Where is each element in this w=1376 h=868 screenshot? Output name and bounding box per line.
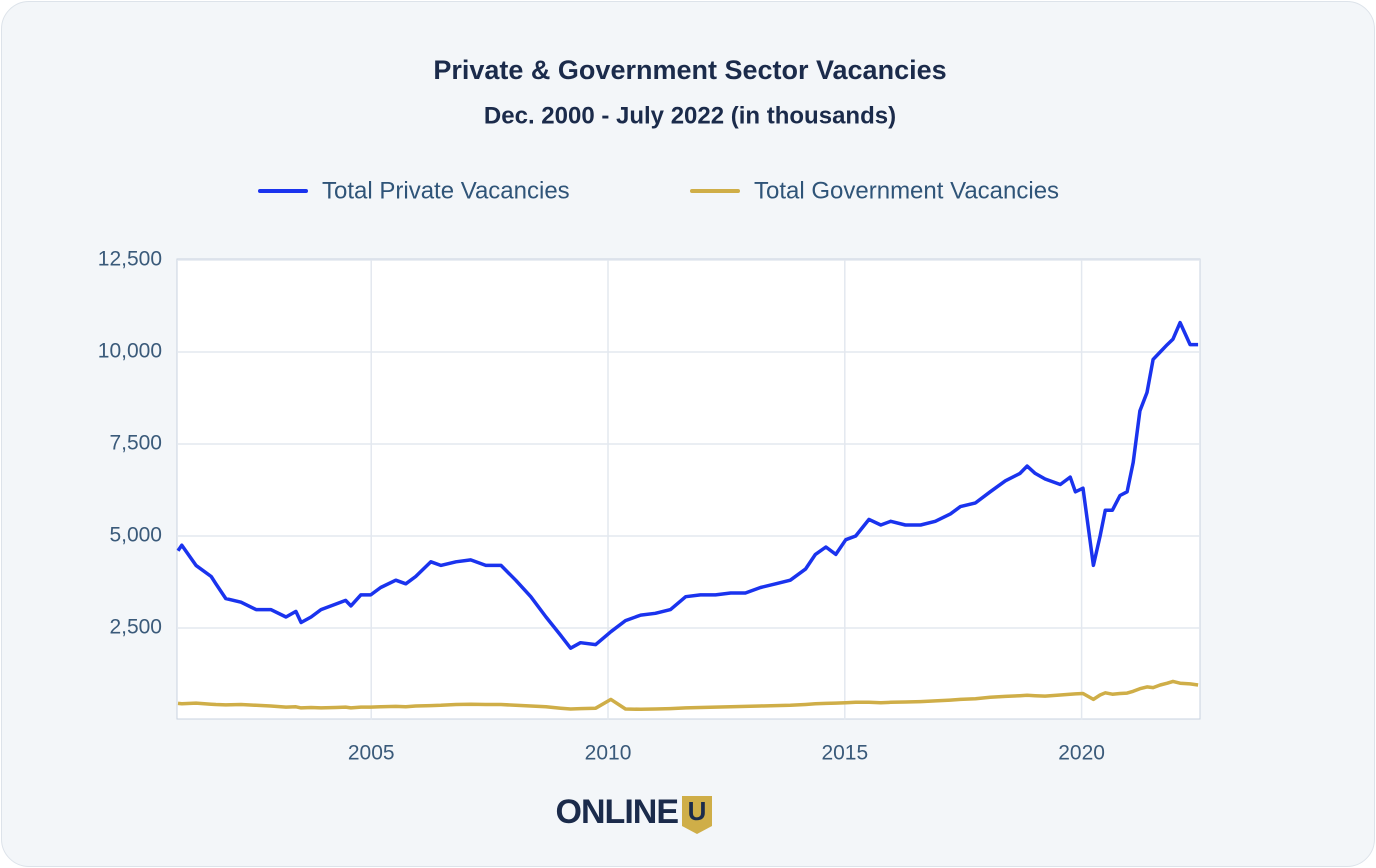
legend-label: Total Private Vacancies bbox=[322, 177, 570, 204]
y-tick-label: 2,500 bbox=[109, 616, 162, 639]
x-tick-label: 2015 bbox=[821, 742, 868, 765]
logo-badge-shape bbox=[682, 796, 712, 834]
plot-area bbox=[176, 258, 1201, 720]
y-tick-label: 5,000 bbox=[109, 524, 162, 547]
y-tick-label: 7,500 bbox=[109, 432, 162, 455]
series-line bbox=[177, 679, 1199, 712]
legend-label: Total Government Vacancies bbox=[754, 177, 1059, 204]
chart-subtitle: Dec. 2000 - July 2022 (in thousands) bbox=[484, 102, 896, 129]
y-tick-label: 12,500 bbox=[98, 248, 162, 271]
logo-badge: U bbox=[688, 796, 707, 826]
x-tick-label: 2010 bbox=[585, 742, 632, 765]
logo: ONLINE U bbox=[556, 793, 712, 834]
x-tick-label: 2020 bbox=[1058, 742, 1105, 765]
x-tick-label: 2005 bbox=[348, 742, 395, 765]
chart-title: Private & Government Sector Vacancies bbox=[433, 55, 946, 85]
logo-text: ONLINE bbox=[556, 793, 679, 831]
y-tick-label: 10,000 bbox=[98, 340, 162, 363]
series-line bbox=[176, 320, 1199, 650]
